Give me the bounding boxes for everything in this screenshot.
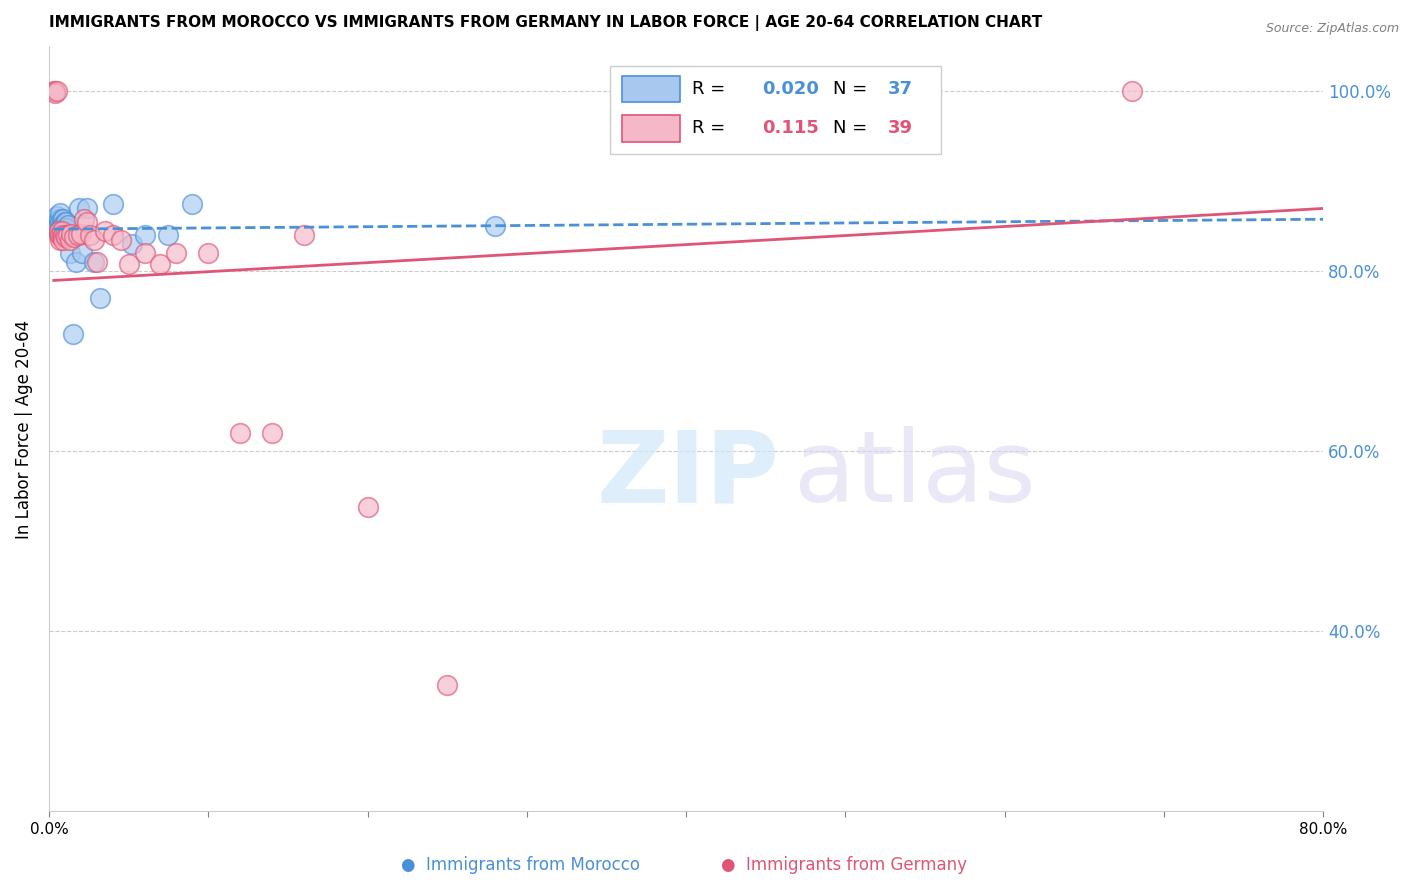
Text: ●  Immigrants from Morocco: ● Immigrants from Morocco — [401, 856, 640, 874]
Text: ZIP: ZIP — [598, 426, 780, 524]
Point — [157, 228, 180, 243]
Point — [44, 215, 66, 229]
Point — [356, 500, 378, 515]
Point — [292, 228, 315, 243]
Point — [51, 212, 73, 227]
Point — [93, 224, 115, 238]
Point — [52, 212, 75, 227]
Point — [134, 228, 156, 243]
Point — [49, 228, 72, 243]
Point — [56, 218, 79, 232]
Text: ●  Immigrants from Germany: ● Immigrants from Germany — [721, 856, 966, 874]
Point — [260, 426, 283, 441]
Point — [101, 228, 124, 243]
FancyBboxPatch shape — [610, 66, 941, 153]
Point — [52, 224, 75, 238]
Text: IMMIGRANTS FROM MOROCCO VS IMMIGRANTS FROM GERMANY IN LABOR FORCE | AGE 20-64 CO: IMMIGRANTS FROM MOROCCO VS IMMIGRANTS FR… — [49, 15, 1042, 31]
Point — [229, 426, 252, 441]
FancyBboxPatch shape — [623, 76, 679, 103]
Point — [45, 209, 67, 223]
Point — [52, 218, 75, 232]
Point — [83, 233, 105, 247]
Point — [165, 246, 187, 260]
Point — [86, 255, 108, 269]
Point — [76, 202, 98, 216]
Point — [72, 246, 94, 260]
Point — [53, 228, 76, 243]
Point — [76, 215, 98, 229]
Point — [110, 233, 132, 247]
Point — [51, 224, 73, 238]
FancyBboxPatch shape — [623, 115, 679, 142]
Point — [436, 678, 458, 692]
Point — [65, 255, 87, 269]
Point — [49, 221, 72, 235]
Point — [51, 230, 73, 244]
Point — [59, 233, 82, 247]
Point — [48, 218, 70, 232]
Point — [49, 206, 72, 220]
Point — [69, 227, 91, 241]
Point — [56, 228, 79, 243]
Y-axis label: In Labor Force | Age 20-64: In Labor Force | Age 20-64 — [15, 319, 32, 539]
Point — [55, 221, 77, 235]
Point — [66, 228, 89, 243]
Text: atlas: atlas — [794, 426, 1036, 524]
Point — [49, 233, 72, 247]
Point — [117, 257, 139, 271]
Point — [55, 230, 77, 244]
Point — [83, 255, 105, 269]
Point — [48, 224, 70, 238]
Text: N =: N = — [832, 79, 868, 97]
Point — [73, 212, 96, 227]
Point — [181, 197, 204, 211]
Point — [484, 219, 506, 234]
Point — [101, 197, 124, 211]
Point — [134, 246, 156, 260]
Point — [44, 218, 66, 232]
Text: R =: R = — [692, 79, 725, 97]
Point — [59, 246, 82, 260]
Point — [62, 327, 84, 342]
Point — [67, 202, 90, 216]
Point — [45, 85, 67, 99]
Point — [48, 212, 70, 227]
Text: 0.020: 0.020 — [762, 79, 820, 97]
Text: R =: R = — [692, 120, 725, 137]
Point — [48, 224, 70, 238]
Point — [63, 230, 86, 244]
Point — [52, 233, 75, 247]
Point — [55, 215, 77, 229]
Point — [79, 228, 101, 243]
Point — [60, 227, 83, 241]
Point — [49, 215, 72, 229]
Text: 37: 37 — [887, 79, 912, 97]
Point — [44, 87, 66, 101]
Point — [52, 228, 75, 243]
Point — [53, 215, 76, 229]
Point — [42, 221, 65, 235]
Text: Source: ZipAtlas.com: Source: ZipAtlas.com — [1265, 22, 1399, 36]
Point — [51, 218, 73, 232]
Point — [48, 228, 70, 243]
Text: 39: 39 — [887, 120, 912, 137]
Point — [53, 221, 76, 235]
Point — [44, 85, 66, 99]
Point — [1121, 85, 1143, 99]
Text: N =: N = — [832, 120, 868, 137]
Point — [89, 292, 111, 306]
Point — [149, 257, 172, 271]
Point — [51, 221, 73, 235]
Point — [121, 237, 143, 252]
Point — [60, 228, 83, 243]
Text: 0.115: 0.115 — [762, 120, 820, 137]
Point — [45, 221, 67, 235]
Point — [197, 246, 219, 260]
Point — [42, 85, 65, 99]
